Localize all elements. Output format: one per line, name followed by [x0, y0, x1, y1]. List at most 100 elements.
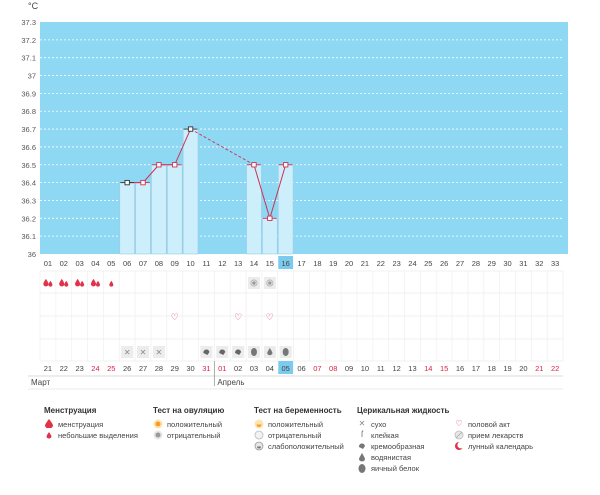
blood-drop-icon	[64, 280, 69, 287]
blood-drop-icon	[48, 280, 53, 287]
legend-menstruation-light: небольшие выделения	[44, 430, 138, 440]
cycle-day-label: 04	[91, 259, 99, 268]
calendar-date-label: 08	[329, 364, 337, 373]
pregnancy-negative-icon	[254, 430, 264, 440]
legend-medication: прием лекарств	[454, 430, 523, 440]
cycle-day-label: 24	[408, 259, 416, 268]
calendar-date-label: 14	[424, 364, 432, 373]
legend-pregnancy-negative: отрицательный	[254, 430, 321, 440]
temperature-point	[124, 179, 130, 186]
temperature-bar	[167, 164, 183, 255]
cycle-day-label: 31	[519, 259, 527, 268]
calendar-date-label: 21	[44, 364, 52, 373]
heart-icon: ♡	[266, 313, 274, 323]
temperature-line-dashed	[190, 128, 255, 166]
water-drop-icon	[267, 348, 273, 356]
legend-sex: ♡ половой акт	[454, 419, 510, 429]
temperature-bar	[182, 128, 199, 255]
temperature-point	[156, 162, 162, 168]
calendar-date-label: 02	[234, 364, 242, 373]
current-date-highlight	[278, 361, 294, 374]
water-drop-icon	[357, 452, 367, 462]
month-label: Апрель	[217, 378, 244, 387]
calendar-date-label: 15	[440, 364, 448, 373]
cycle-day-label: 33	[551, 259, 559, 268]
dry-cross-icon: ✕	[124, 348, 131, 357]
cycle-day-label: 18	[313, 259, 321, 268]
temperature-line	[269, 164, 287, 219]
cycle-day-label: 19	[329, 259, 337, 268]
heart-icon: ♡	[234, 313, 242, 323]
creamy-swirl-icon	[203, 349, 210, 355]
calendar-date-label: 17	[472, 364, 480, 373]
calendar-date-label: 03	[250, 364, 258, 373]
day-marks: ♡ ♡ ♡ ✕ ✕ ✕	[43, 277, 292, 358]
cycle-day-label: 08	[155, 259, 163, 268]
cycle-day-label: 06	[123, 259, 131, 268]
blood-drop-icon	[95, 280, 100, 287]
pill-icon	[454, 430, 464, 440]
legend-fluid-watery: водянистая	[357, 452, 411, 462]
crescent-moon-icon	[454, 441, 465, 451]
cycle-day-label: 05	[107, 259, 115, 268]
y-tick-label: 36.6	[21, 143, 36, 152]
legend-label: отрицательный	[167, 430, 221, 440]
cycle-day-label: 10	[186, 259, 194, 268]
legend-pregnancy-positive: положительный	[254, 419, 323, 429]
cycle-day-label: 17	[297, 259, 305, 268]
calendar-date-label: 18	[488, 364, 496, 373]
y-tick-label: 37.1	[21, 54, 36, 63]
legend-fluid-title: Церикальная жидкость	[357, 406, 450, 415]
cycle-day-label: 32	[535, 259, 543, 268]
current-day-highlight	[278, 256, 294, 269]
legend-label: клейкая	[371, 430, 399, 440]
calendar-date-label: 30	[186, 364, 194, 373]
cycle-day-label: 12	[218, 259, 226, 268]
calendar-date-label: 28	[155, 364, 163, 373]
cycle-day-label: 29	[488, 259, 496, 268]
calendar-date-label: 22	[60, 364, 68, 373]
calendar-date-label: 04	[266, 364, 274, 373]
legend-label: водянистая	[371, 452, 412, 462]
fluid-cell	[121, 346, 134, 358]
legend-label: небольшие выделения	[58, 430, 138, 440]
cycle-day-label: 01	[44, 259, 52, 268]
temperature-line	[253, 164, 271, 219]
cycle-day-label: 14	[250, 259, 258, 268]
y-tick-label: 37.3	[21, 18, 36, 27]
legend-label: менструация	[58, 419, 104, 429]
cycle-day-label: 16	[282, 259, 290, 268]
calendar-date-label: 20	[519, 364, 527, 373]
legend-fluid-dry: ✕ сухо	[357, 419, 387, 429]
legend-label: слабоположительный	[268, 441, 344, 451]
cycle-day-label: 22	[377, 259, 385, 268]
legend-label: половой акт	[468, 419, 511, 429]
legend-label: положительный	[167, 419, 223, 429]
y-tick-label: 36.2	[21, 214, 36, 223]
y-tick-label: 36.4	[21, 179, 36, 188]
legend-menstruation-heavy: менструация	[44, 419, 103, 429]
y-tick-label: 36.1	[21, 232, 36, 241]
cycle-day-label: 11	[203, 259, 211, 268]
legend-label: отрицательный	[268, 430, 322, 440]
creamy-swirl-icon	[235, 349, 242, 355]
cycle-day-label: 23	[392, 259, 400, 268]
heart-icon: ♡	[455, 419, 463, 428]
fluid-cell	[152, 346, 165, 358]
temperature-point	[267, 215, 273, 221]
small-drop-icon	[109, 280, 114, 287]
small-drop-icon	[44, 430, 54, 440]
y-tick-label: 36.7	[21, 125, 36, 134]
calendar-date-label: 19	[503, 364, 511, 373]
legend-pregnancy-title: Тест на беременность	[254, 406, 342, 415]
month-row: Март Апрель	[28, 361, 564, 390]
calendar-date-label: 26	[123, 364, 131, 373]
temperature-bar	[262, 218, 278, 255]
cycle-day-label: 30	[503, 259, 511, 268]
calendar-date-label: 24	[91, 364, 99, 373]
y-tick-label: 36.9	[21, 89, 36, 98]
temperature-point	[187, 126, 194, 132]
cycle-day-label: 09	[171, 259, 179, 268]
legend-lunar: лунный календарь	[454, 441, 533, 451]
y-tick-label: 36.3	[21, 196, 36, 205]
